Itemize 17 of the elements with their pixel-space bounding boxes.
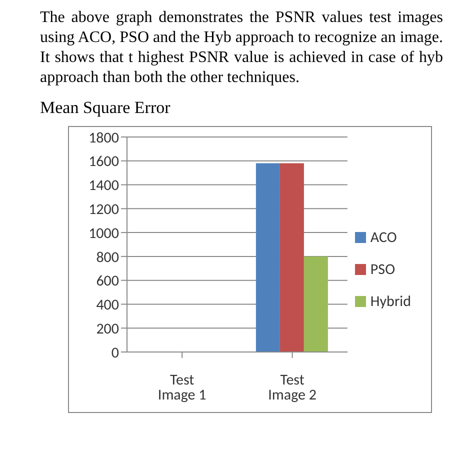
x-tick-label: Test Image 1 xyxy=(158,372,206,405)
y-tick-label: 0 xyxy=(111,344,120,362)
x-tick-label: Test Image 2 xyxy=(268,372,316,405)
y-tick-label: 1800 xyxy=(88,129,120,148)
y-tick-label: 1200 xyxy=(88,200,120,219)
y-tick-label: 400 xyxy=(96,296,120,315)
legend-label: PSO xyxy=(370,260,395,278)
y-tick-label: 600 xyxy=(96,272,120,291)
y-tick-label: 200 xyxy=(96,320,120,338)
y-tick-label: 800 xyxy=(96,248,120,267)
y-tick-label: 1000 xyxy=(88,224,120,243)
legend-label: Hybrid xyxy=(370,292,411,310)
chart-title: Mean Square Error xyxy=(40,98,172,118)
y-tick-label: 1400 xyxy=(88,177,120,196)
text: The above graph demonstrates the PSNR values test images using ACO, PSO and the Hyb approach to recognize an image. It shows that t highest PSNR value is achieved in case of hyb approach than both the other techniques. xyxy=(40,8,443,88)
legend-label: ACO xyxy=(370,228,397,246)
y-tick-label: 1600 xyxy=(88,153,120,172)
